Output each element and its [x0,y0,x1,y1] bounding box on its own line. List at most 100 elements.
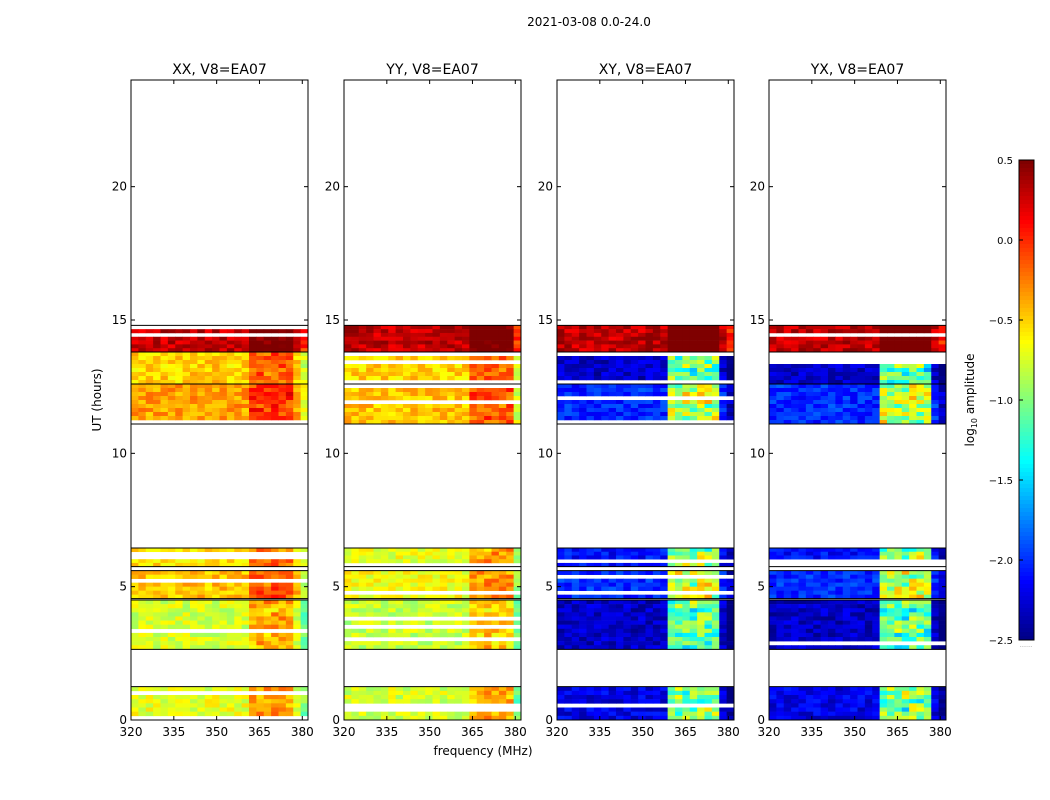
heatmap-cell [249,620,257,625]
heatmap-cell [234,703,243,708]
heatmap-cell [616,715,624,721]
heatmap-cell [901,612,910,617]
heatmap-cell [571,594,580,599]
heatmap-cell [219,376,228,381]
heatmap-cell [931,715,940,721]
heatmap-cell [285,548,294,553]
heatmap-cell [138,400,147,405]
heatmap-cell [719,600,728,605]
heatmap-cell [351,559,360,564]
heatmap-cell [351,645,360,650]
heatmap-cell [145,352,154,357]
heatmap-cell [894,416,903,421]
heatmap-cell [675,711,683,717]
heatmap-cell [931,368,940,373]
heatmap-cell [160,364,169,369]
heatmap-cell [571,695,580,700]
heatmap-cell [571,555,580,560]
heatmap-cell [131,360,139,365]
heatmap-cell [872,608,881,613]
heatmap-cell [513,582,522,587]
heatmap-cell [645,641,654,646]
heatmap-cell [226,641,235,646]
heatmap-cell [711,586,720,591]
heatmap-cell [769,384,777,389]
heatmap-cell [842,368,851,373]
heatmap-cell [697,368,705,373]
heatmap-cell [645,699,654,704]
heatmap-cell [131,594,139,599]
heatmap-cell [820,686,829,692]
heatmap-cell [425,372,433,377]
heatmap-cell [616,368,624,373]
heatmap-cell [358,416,367,421]
heatmap-cell [675,332,683,338]
heatmap-cell [153,352,161,357]
heatmap-cell [175,380,184,385]
heatmap-cell [593,416,602,421]
heatmap-cell [234,586,243,591]
heatmap-cell [938,408,947,413]
heatmap-cell [256,570,265,575]
heatmap-cell [491,416,500,421]
heatmap-cell [697,632,705,638]
heatmap-cell [689,555,698,560]
y-tick-label: 5 [757,580,765,594]
heatmap-cell [820,624,829,630]
heatmap-cell [351,336,360,341]
heatmap-cell [682,570,691,575]
heatmap-cell [726,404,735,409]
heatmap-cell [857,325,866,330]
heatmap-cell [204,624,213,630]
heatmap-cell [476,356,485,361]
heatmap-cell [616,384,624,389]
heatmap-cell [175,586,184,591]
heatmap-cell [608,690,617,696]
heatmap-cell [820,420,829,425]
heatmap-cell [835,690,844,696]
heatmap-cell [234,376,243,381]
heatmap-cell [675,416,683,421]
heatmap-cell [820,570,829,575]
heatmap-cell [894,645,903,650]
heatmap-cell [506,594,515,599]
heatmap-cell [630,628,639,634]
heatmap-cell [182,641,191,646]
y-tick-label: 15 [325,313,340,327]
heatmap-cell [850,578,858,583]
heatmap-cell [197,604,206,609]
heatmap-cell [388,416,397,421]
heatmap-cell [366,392,374,397]
heatmap-cell [439,408,448,413]
heatmap-cell [506,551,515,556]
heatmap-cell [638,570,646,575]
heatmap-cell [776,400,785,405]
heatmap-cell [388,608,397,613]
heatmap-cell [630,400,639,405]
heatmap-cell [689,570,698,575]
heatmap-cell [344,348,352,353]
heatmap-cell [513,356,522,361]
heatmap-cell [403,325,411,330]
heatmap-cell [425,690,433,696]
heatmap-cell [682,368,691,373]
heatmap-cell [798,632,807,638]
heatmap-cell [579,699,587,704]
heatmap-cell [887,628,895,634]
heatmap-cell [219,360,228,365]
heatmap-cell [197,641,206,646]
heatmap-cell [462,620,470,625]
heatmap-cell [138,711,147,717]
heatmap-cell [513,645,522,650]
heatmap-cell [278,364,287,369]
heatmap-cell [938,590,947,595]
heatmap-cell [923,707,932,712]
heatmap-cell [791,600,799,605]
heatmap-cell [278,559,287,564]
heatmap-cell [410,348,419,353]
heatmap-cell [175,562,184,567]
heatmap-cell [285,703,294,708]
heatmap-cell [667,412,676,417]
heatmap-cell [506,559,515,564]
heatmap-cell [579,695,587,700]
